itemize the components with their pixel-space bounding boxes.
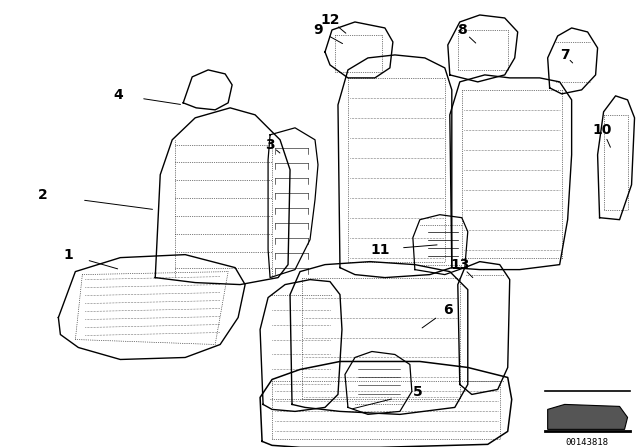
Text: 12: 12 [320, 13, 340, 27]
Text: 00143818: 00143818 [565, 438, 608, 447]
Text: 7: 7 [560, 48, 570, 62]
Text: 1: 1 [63, 248, 73, 262]
Text: 2: 2 [38, 188, 47, 202]
Text: 13: 13 [450, 258, 470, 271]
Text: 8: 8 [457, 23, 467, 37]
Text: 10: 10 [593, 123, 612, 137]
Text: 9: 9 [313, 23, 323, 37]
Polygon shape [548, 405, 628, 429]
Text: 6: 6 [443, 302, 452, 317]
Text: 4: 4 [113, 88, 123, 102]
Text: 5: 5 [413, 385, 423, 400]
Text: 11: 11 [370, 243, 390, 257]
Text: 3: 3 [265, 138, 275, 152]
